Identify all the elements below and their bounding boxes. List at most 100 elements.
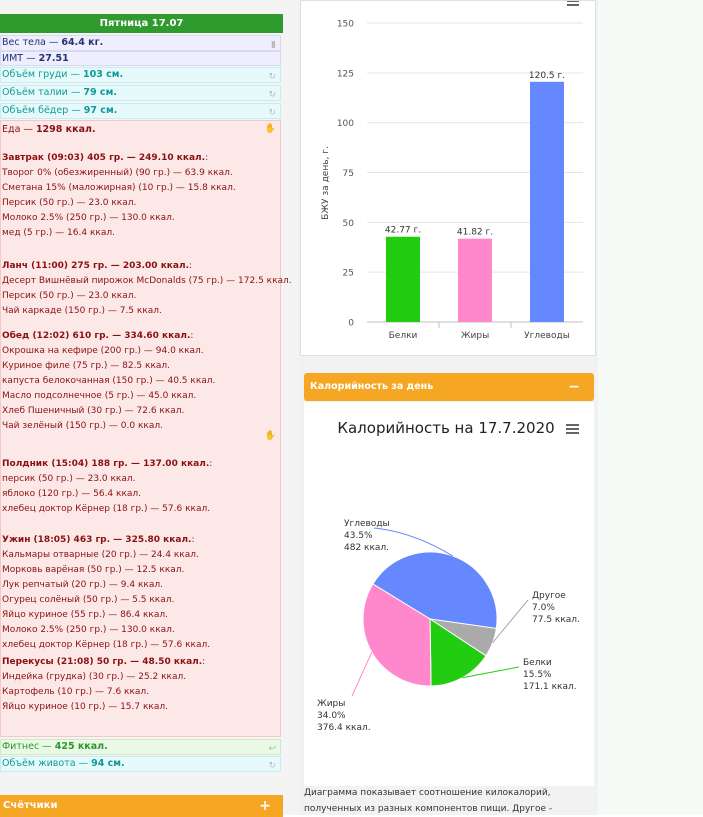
meal-item[interactable]: Куриное филе (75 гр.) — 82.5 ккал. (2, 361, 171, 371)
pie-slice[interactable] (429, 618, 487, 687)
meal-item[interactable]: Масло подсолнечное (5 гр.) — 45.0 ккал. (2, 391, 197, 401)
counters-label: Счётчики (3, 800, 58, 811)
meal-title[interactable]: Ланч (11:00) 275 гр. — 203.00 ккал.: (2, 259, 292, 274)
meal-item[interactable]: персик (50 гр.) — 23.0 ккал. (2, 474, 136, 484)
meal-item[interactable]: Чай каркаде (150 гр.) — 7.5 ккал. (2, 306, 162, 316)
meal-item[interactable]: яблоко (120 гр.) — 56.4 ккал. (2, 489, 142, 499)
waist-value: 79 см. (83, 87, 117, 98)
bmi-label: ИМТ — (2, 53, 39, 64)
meal-item[interactable]: Десерт Вишнёвый пирожок McDonalds (75 гр… (2, 276, 292, 286)
plus-icon[interactable]: + (259, 798, 271, 814)
hand-icon[interactable]: ✋ (264, 431, 276, 441)
meal-title[interactable]: Перекусы (21:08) 50 гр. — 48.50 ккал.: (2, 655, 205, 670)
calories-chart-panel: Калорийность на 17.7.2020 Углеводы 43.5% 48… (304, 402, 594, 786)
meal-title-text: Завтрак (09:03) 405 гр. — 249.10 ккал. (2, 153, 206, 163)
meal-item[interactable]: хлебец доктор Кёрнер (18 гр.) — 57.6 кка… (2, 640, 211, 650)
pie-label-kcal: 171.1 ккал. (523, 682, 577, 692)
bar-data-label: 41.82 г. (457, 228, 493, 238)
meal-item[interactable]: Лук репчатый (20 гр.) — 9.4 ккал. (2, 580, 163, 590)
meal-item[interactable]: Кальмары отварные (20 гр.) — 24.4 ккал. (2, 550, 199, 560)
pie-title: Калорийность на 17.7.2020 (337, 419, 554, 437)
meal-item[interactable]: Яйцо куриное (55 гр.) — 86.4 ккал. (2, 610, 168, 620)
meal-title-text: Ланч (11:00) 275 гр. — 203.00 ккал. (2, 261, 190, 271)
belly-row[interactable]: Объём живота — 94 см. ↻ (0, 756, 281, 772)
food-label: Еда — (2, 124, 36, 135)
meal-item[interactable]: капуста белокочанная (150 гр.) — 40.5 кк… (2, 376, 216, 386)
meal-item[interactable]: Чай зелёный (150 гр.) — 0.0 ккал. (2, 421, 163, 431)
bar[interactable] (386, 236, 420, 322)
pie-connector (351, 651, 373, 697)
bar[interactable] (530, 81, 564, 322)
y-tick-label: 25 (343, 269, 354, 279)
pie-slice[interactable] (372, 551, 498, 630)
y-tick-label: 75 (343, 169, 354, 179)
meal-item[interactable]: Картофель (10 гр.) — 7.6 ккал. (2, 687, 150, 697)
meal-item[interactable]: Морковь варёная (50 гр.) — 12.5 ккал. (2, 565, 185, 575)
y-tick-label: 150 (337, 20, 354, 30)
meal-title-suffix: : (191, 535, 195, 545)
meal-title-suffix: : (205, 153, 209, 163)
meal-item[interactable]: Персик (50 гр.) — 23.0 ккал. (2, 198, 137, 208)
meal-item[interactable]: хлебец доктор Кёрнер (18 гр.) — 57.6 кка… (2, 504, 211, 514)
food-total[interactable]: Еда — 1298 ккал. (2, 124, 96, 135)
pie-label-kcal: 77.5 ккал. (532, 615, 580, 625)
bju-chart-panel: 0 25 50 75 100 125 150 БЖУ за день, г. 42.77 г. Б… (300, 0, 596, 356)
meal-title-suffix: : (190, 331, 194, 341)
x-tick-label: Белки (389, 331, 418, 341)
right-column (598, 0, 703, 815)
meal-block: Ланч (11:00) 275 гр. — 203.00 ккал.: Десе… (2, 259, 292, 319)
pie-label-name: Другое (532, 591, 566, 601)
belly-value: 94 см. (91, 758, 125, 769)
meal-item[interactable]: Индейка (грудка) (30 гр.) — 25.2 ккал. (2, 672, 187, 682)
weight-row[interactable]: Вес тела — 64.4 кг. ▮ (0, 35, 281, 51)
meal-title[interactable]: Ужин (18:05) 463 гр. — 325.80 ккал.: (2, 533, 210, 548)
meal-title[interactable]: Обед (12:02) 610 гр. — 334.60 ккал.: (2, 329, 215, 344)
menu-icon[interactable] (567, 0, 579, 6)
hips-label: Объём бёдер — (2, 105, 84, 116)
fitness-row[interactable]: Фитнес — 425 ккал. ↩ (0, 739, 281, 755)
minus-icon[interactable]: − (568, 379, 580, 395)
pie-slice[interactable] (362, 583, 432, 687)
meal-item[interactable]: Яйцо куриное (10 гр.) — 15.7 ккал. (2, 702, 168, 712)
bmi-row: ИМТ — 27.51 (0, 51, 281, 66)
pie-label-kcal: 376.4 ккал. (317, 723, 371, 733)
hips-row[interactable]: Объём бёдер — 97 см. ↻ (0, 103, 281, 119)
pie-connector (373, 527, 453, 557)
bar[interactable] (458, 238, 492, 322)
y-tick-label: 50 (343, 219, 355, 229)
fitness-value: 425 ккал. (54, 741, 108, 752)
meal-title-text: Ужин (18:05) 463 гр. — 325.80 ккал. (2, 535, 192, 545)
meal-item[interactable]: мед (5 гр.) — 16.4 ккал. (2, 228, 115, 238)
waist-row[interactable]: Объём талии — 79 см. ↻ (0, 85, 281, 101)
meal-title-text: Перекусы (21:08) 50 гр. — 48.50 ккал. (2, 657, 203, 667)
pie-label-percent: 7.0% (532, 603, 555, 613)
meal-title-text: Полдник (15:04) 188 гр. — 137.00 ккал. (2, 459, 210, 469)
meal-item[interactable]: Огурец солёный (50 гр.) — 5.5 ккал. (2, 595, 175, 605)
pie-label-name: Жиры (317, 699, 345, 709)
waist-label: Объём талии — (2, 87, 84, 98)
chest-row[interactable]: Объём груди — 103 см. ↻ (0, 67, 281, 83)
description-line: полученных из разных компонентов пищи. Д… (304, 804, 553, 814)
meal-title-suffix: : (189, 261, 193, 271)
y-tick-label: 125 (337, 69, 354, 79)
meal-item[interactable]: Молоко 2.5% (250 гр.) — 130.0 ккал. (2, 213, 175, 223)
meal-block: Ужин (18:05) 463 гр. — 325.80 ккал.: Каль… (2, 533, 210, 653)
hips-value: 97 см. (83, 105, 118, 116)
bar-data-label: 120.5 г. (529, 71, 565, 81)
y-tick-label: 100 (337, 119, 354, 129)
counters-panel-header[interactable]: Счётчики + (0, 795, 283, 817)
meal-item[interactable]: Молоко 2.5% (250 гр.) — 130.0 ккал. (2, 625, 175, 635)
meal-title[interactable]: Завтрак (09:03) 405 гр. — 249.10 ккал.: (2, 151, 236, 166)
meal-item[interactable]: Персик (50 гр.) — 23.0 ккал. (2, 291, 137, 301)
ruler-icon: ↻ (268, 90, 276, 100)
meal-title[interactable]: Полдник (15:04) 188 гр. — 137.00 ккал.: (2, 457, 212, 472)
meal-block: Завтрак (09:03) 405 гр. — 249.10 ккал.: Т… (2, 151, 236, 241)
calories-panel-header[interactable]: Калорийность за день − (304, 373, 594, 401)
meal-item[interactable]: Сметана 15% (маложирная) (10 гр.) — 15.8… (2, 183, 236, 193)
menu-icon[interactable] (566, 424, 579, 434)
hand-icon[interactable]: ✋ (264, 124, 276, 134)
day-header[interactable]: Пятница 17.07 (0, 14, 283, 33)
meal-item[interactable]: Хлеб Пшеничный (30 гр.) — 72.6 ккал. (2, 406, 185, 416)
meal-item[interactable]: Творог 0% (обезжиренный) (90 гр.) — 63.9… (2, 168, 233, 178)
meal-item[interactable]: Окрошка на кефире (200 гр.) — 94.0 ккал. (2, 346, 204, 356)
